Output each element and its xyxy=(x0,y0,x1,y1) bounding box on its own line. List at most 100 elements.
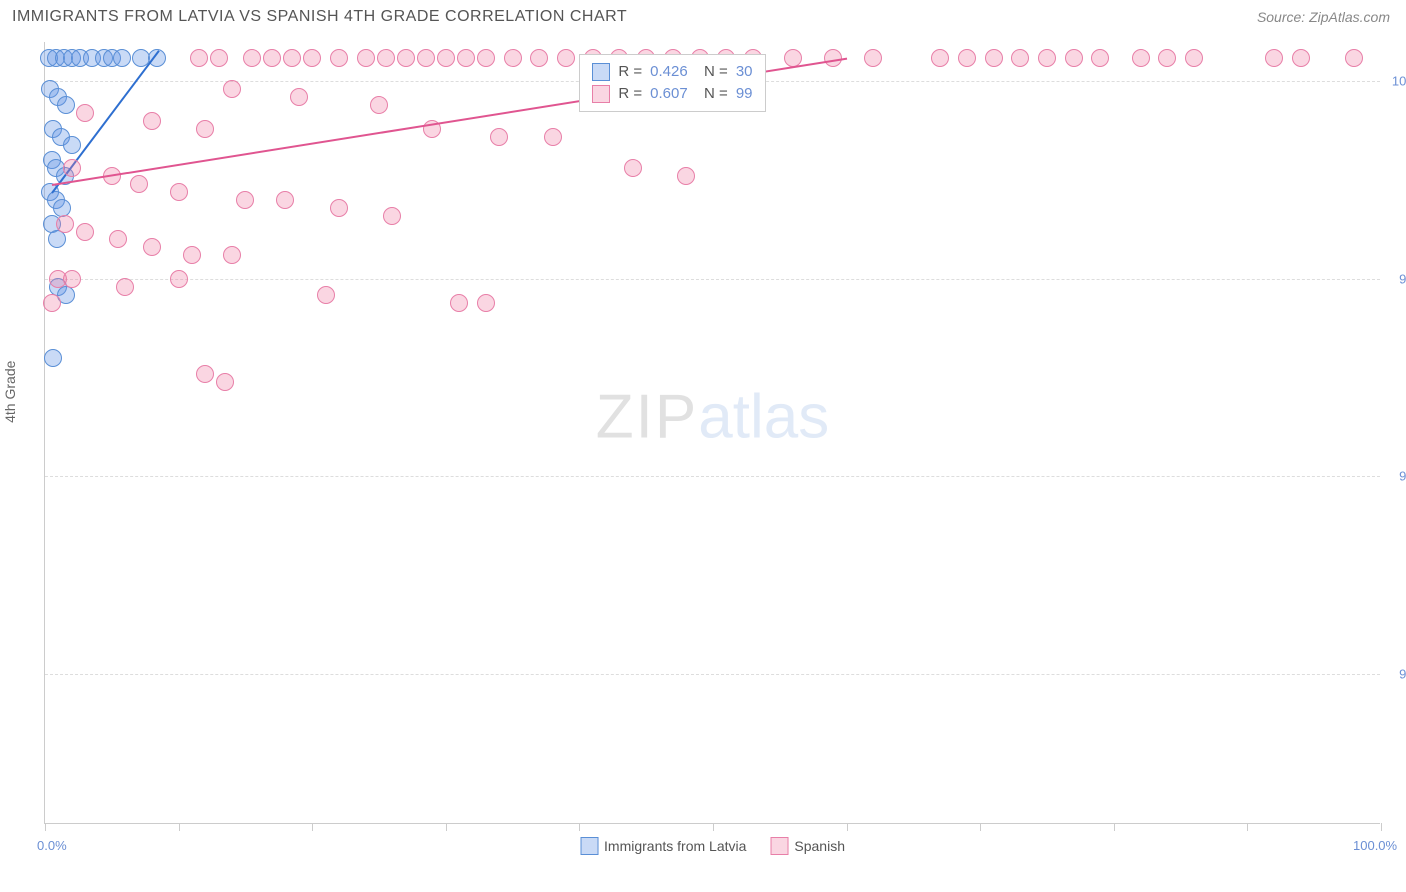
legend-n-label: N = xyxy=(696,63,728,80)
gridline xyxy=(45,279,1380,280)
data-point xyxy=(330,49,348,67)
data-point xyxy=(864,49,882,67)
data-point xyxy=(76,104,94,122)
data-point xyxy=(1158,49,1176,67)
data-point xyxy=(223,80,241,98)
data-point xyxy=(216,373,234,391)
data-point xyxy=(44,349,62,367)
x-tick xyxy=(1247,823,1248,831)
data-point xyxy=(1091,49,1109,67)
data-point xyxy=(557,49,575,67)
data-point xyxy=(56,215,74,233)
data-point xyxy=(1038,49,1056,67)
legend-swatch xyxy=(592,63,610,81)
data-point xyxy=(1011,49,1029,67)
data-point xyxy=(130,175,148,193)
gridline xyxy=(45,476,1380,477)
data-point xyxy=(196,120,214,138)
data-point xyxy=(530,49,548,67)
legend-label-latvia: Immigrants from Latvia xyxy=(604,838,746,854)
legend-swatch-spanish xyxy=(770,837,788,855)
legend-label-spanish: Spanish xyxy=(794,838,845,854)
data-point xyxy=(48,230,66,248)
x-tick xyxy=(713,823,714,831)
x-tick xyxy=(1114,823,1115,831)
x-tick xyxy=(579,823,580,831)
data-point xyxy=(236,191,254,209)
x-tick-label: 0.0% xyxy=(37,838,67,853)
legend-n-value: 99 xyxy=(736,85,753,102)
data-point xyxy=(377,49,395,67)
data-point xyxy=(330,199,348,217)
watermark-atlas: atlas xyxy=(698,382,829,451)
x-tick xyxy=(446,823,447,831)
data-point xyxy=(370,96,388,114)
data-point xyxy=(477,294,495,312)
data-point xyxy=(170,183,188,201)
data-point xyxy=(63,159,81,177)
bottom-legend: Immigrants from Latvia Spanish xyxy=(580,837,845,855)
legend-r-label: R = xyxy=(618,85,642,102)
legend-item-latvia: Immigrants from Latvia xyxy=(580,837,746,855)
data-point xyxy=(76,223,94,241)
y-axis-title: 4th Grade xyxy=(2,361,18,423)
data-point xyxy=(263,49,281,67)
stats-legend: R = 0.426 N = 30R = 0.607 N = 99 xyxy=(579,54,765,112)
y-tick-label: 97.5% xyxy=(1399,271,1406,286)
data-point xyxy=(490,128,508,146)
data-point xyxy=(109,230,127,248)
data-point xyxy=(303,49,321,67)
data-point xyxy=(49,270,67,288)
data-point xyxy=(276,191,294,209)
data-point xyxy=(113,49,131,67)
legend-swatch-latvia xyxy=(580,837,598,855)
legend-item-spanish: Spanish xyxy=(770,837,845,855)
y-tick-label: 95.0% xyxy=(1399,469,1406,484)
data-point xyxy=(450,294,468,312)
data-point xyxy=(196,365,214,383)
data-point xyxy=(1185,49,1203,67)
data-point xyxy=(397,49,415,67)
y-tick-label: 92.5% xyxy=(1399,666,1406,681)
data-point xyxy=(43,294,61,312)
gridline xyxy=(45,674,1380,675)
data-point xyxy=(457,49,475,67)
data-point xyxy=(170,270,188,288)
data-point xyxy=(383,207,401,225)
data-point xyxy=(504,49,522,67)
data-point xyxy=(317,286,335,304)
data-point xyxy=(183,246,201,264)
data-point xyxy=(210,49,228,67)
data-point xyxy=(116,278,134,296)
data-point xyxy=(417,49,435,67)
data-point xyxy=(190,49,208,67)
x-tick xyxy=(980,823,981,831)
scatter-chart: ZIPatlas Immigrants from Latvia Spanish … xyxy=(44,42,1380,824)
data-point xyxy=(1345,49,1363,67)
data-point xyxy=(931,49,949,67)
x-tick xyxy=(45,823,46,831)
y-tick-label: 100.0% xyxy=(1392,74,1406,89)
data-point xyxy=(1292,49,1310,67)
data-point xyxy=(958,49,976,67)
data-point xyxy=(57,96,75,114)
legend-r-label: R = xyxy=(618,63,642,80)
legend-n-label: N = xyxy=(696,85,728,102)
legend-r-value: 0.426 xyxy=(650,63,688,80)
data-point xyxy=(1265,49,1283,67)
x-tick xyxy=(847,823,848,831)
data-point xyxy=(624,159,642,177)
x-tick-label: 100.0% xyxy=(1353,838,1397,853)
data-point xyxy=(290,88,308,106)
x-tick xyxy=(1381,823,1382,831)
chart-title: IMMIGRANTS FROM LATVIA VS SPANISH 4TH GR… xyxy=(12,8,627,26)
chart-header: IMMIGRANTS FROM LATVIA VS SPANISH 4TH GR… xyxy=(0,0,1406,30)
source-label: Source: ZipAtlas.com xyxy=(1257,9,1390,25)
data-point xyxy=(985,49,1003,67)
data-point xyxy=(63,136,81,154)
stats-legend-row: R = 0.607 N = 99 xyxy=(592,83,752,105)
data-point xyxy=(1132,49,1150,67)
watermark: ZIPatlas xyxy=(596,381,829,452)
data-point xyxy=(223,246,241,264)
x-tick xyxy=(179,823,180,831)
